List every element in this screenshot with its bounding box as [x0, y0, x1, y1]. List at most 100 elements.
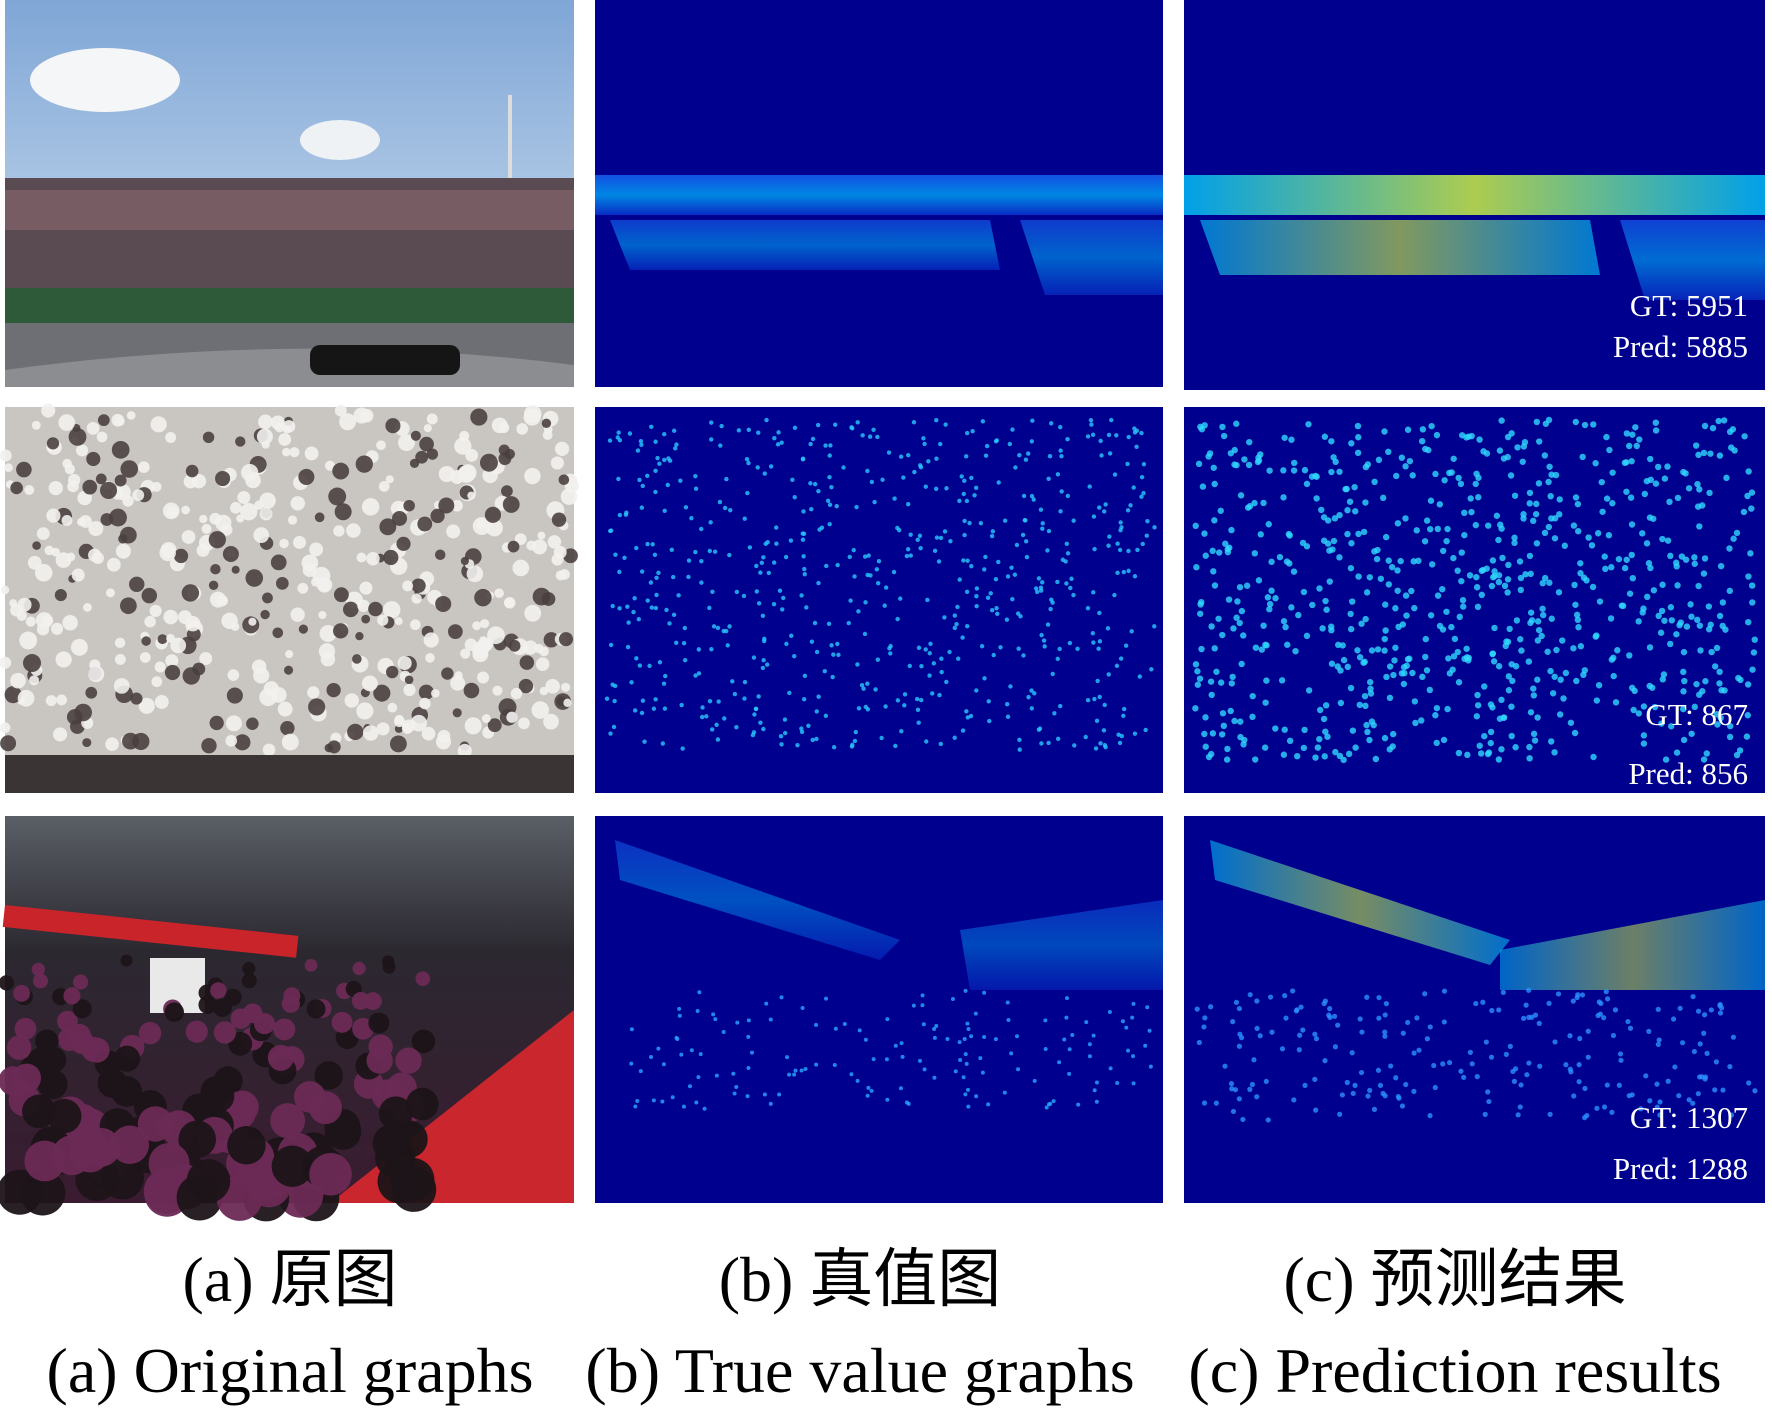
decor-dot [710, 589, 715, 595]
decor-dot [800, 531, 805, 536]
decor-dot [1394, 520, 1402, 527]
decor-dot [632, 708, 638, 713]
decor-dot [1646, 514, 1654, 521]
decor-dot [1047, 454, 1053, 459]
decor-dot [942, 529, 948, 534]
decor-dot [869, 1088, 874, 1093]
decor-dot [938, 441, 943, 447]
decor-dot [944, 679, 949, 685]
decor-dot [1680, 468, 1687, 476]
decor-dot [1301, 466, 1309, 474]
decor-dot [1364, 728, 1371, 736]
decor-dot [984, 443, 990, 449]
decor-dot [163, 609, 178, 625]
decor-dot [267, 1044, 294, 1071]
decor-dot [793, 1068, 798, 1073]
decor-dot [1625, 442, 1633, 450]
decor-dot [1094, 1080, 1099, 1085]
decor-dot [937, 692, 942, 698]
decor-dot [1495, 663, 1503, 670]
decor-dot [1128, 503, 1133, 508]
decor-dot [474, 588, 492, 607]
decor-dot [426, 413, 438, 425]
decor-dot [875, 434, 880, 440]
decor-dot [653, 605, 659, 611]
decor-dot [1207, 678, 1215, 685]
decor-dot [554, 441, 570, 456]
decor-dot [1439, 585, 1446, 593]
decor-dot [1236, 1096, 1242, 1102]
decor-dot [625, 604, 630, 609]
decor-dot [1441, 988, 1448, 994]
decor-dot [1055, 472, 1061, 477]
decor-dot [1236, 619, 1243, 627]
decor-dot [1238, 660, 1245, 668]
decor-dot [1498, 417, 1505, 424]
decor-dot [771, 560, 777, 565]
decor-dot [923, 484, 928, 489]
decor-dot [712, 549, 718, 554]
decor-dot [995, 611, 1000, 617]
decor-dot [779, 742, 784, 747]
decor-dot [1475, 494, 1482, 501]
decor-dot [492, 685, 503, 696]
decor-dot [1495, 572, 1503, 579]
decor-dot [1577, 560, 1584, 567]
decor-dot [289, 447, 300, 458]
decor-dot [957, 498, 962, 504]
decor-dot [1305, 687, 1313, 694]
decor-dot [1344, 530, 1351, 538]
decor-dot [651, 1098, 656, 1103]
decor-dot [926, 459, 931, 464]
decor-dot [1328, 438, 1335, 445]
decor-dot [355, 455, 373, 473]
decor-dot [924, 739, 929, 744]
decor-dot [1589, 583, 1597, 591]
decor-dot [1628, 551, 1635, 559]
decor-dot [1448, 623, 1455, 631]
decor-dot [831, 744, 837, 750]
decor-dot [459, 430, 470, 442]
decor-dot [996, 559, 1001, 565]
decor-dot [708, 520, 713, 525]
gt-count: GT: 5951 [1630, 288, 1748, 323]
decor-dot [957, 1040, 962, 1045]
decor-dot [631, 609, 636, 615]
decor-dot [245, 569, 264, 587]
decor-dot [827, 453, 832, 458]
decor-dot [1385, 448, 1392, 456]
decor-dot [749, 1050, 754, 1055]
decor-dot [1382, 533, 1390, 541]
decor-dot [1647, 476, 1655, 484]
decor-dot [689, 1048, 694, 1053]
decor-dot [1717, 562, 1725, 570]
decor-dot [236, 514, 245, 523]
decor-dot [1044, 1105, 1049, 1110]
decor-dot [1379, 494, 1387, 502]
decor-dot [1466, 572, 1474, 579]
decor-dot [1339, 1092, 1345, 1098]
decor-dot [326, 682, 341, 698]
decor-dot [457, 743, 472, 758]
decor-dot [1427, 1113, 1433, 1119]
decor-dot [1092, 696, 1097, 702]
decor-dot [1071, 518, 1076, 523]
decor-dot [640, 698, 646, 703]
decor-dot [1198, 645, 1205, 653]
decor-dot [1657, 1099, 1663, 1105]
decor-dot [1030, 418, 1035, 423]
decor-dot [1403, 612, 1410, 619]
decor-dot [883, 704, 888, 709]
decor-dot [1676, 1093, 1682, 1099]
decor-dot [947, 649, 952, 655]
decor-dot [1123, 643, 1129, 648]
decor-dot [1286, 737, 1294, 745]
decor-dot [792, 653, 797, 659]
decor-dot [16, 461, 32, 478]
decor-dot [1251, 1057, 1257, 1063]
decor-dot [501, 485, 513, 498]
decor-dot [1199, 483, 1207, 490]
decor-dot [1052, 711, 1057, 716]
decor-dot [932, 1027, 937, 1032]
decor-dot [1336, 511, 1343, 519]
